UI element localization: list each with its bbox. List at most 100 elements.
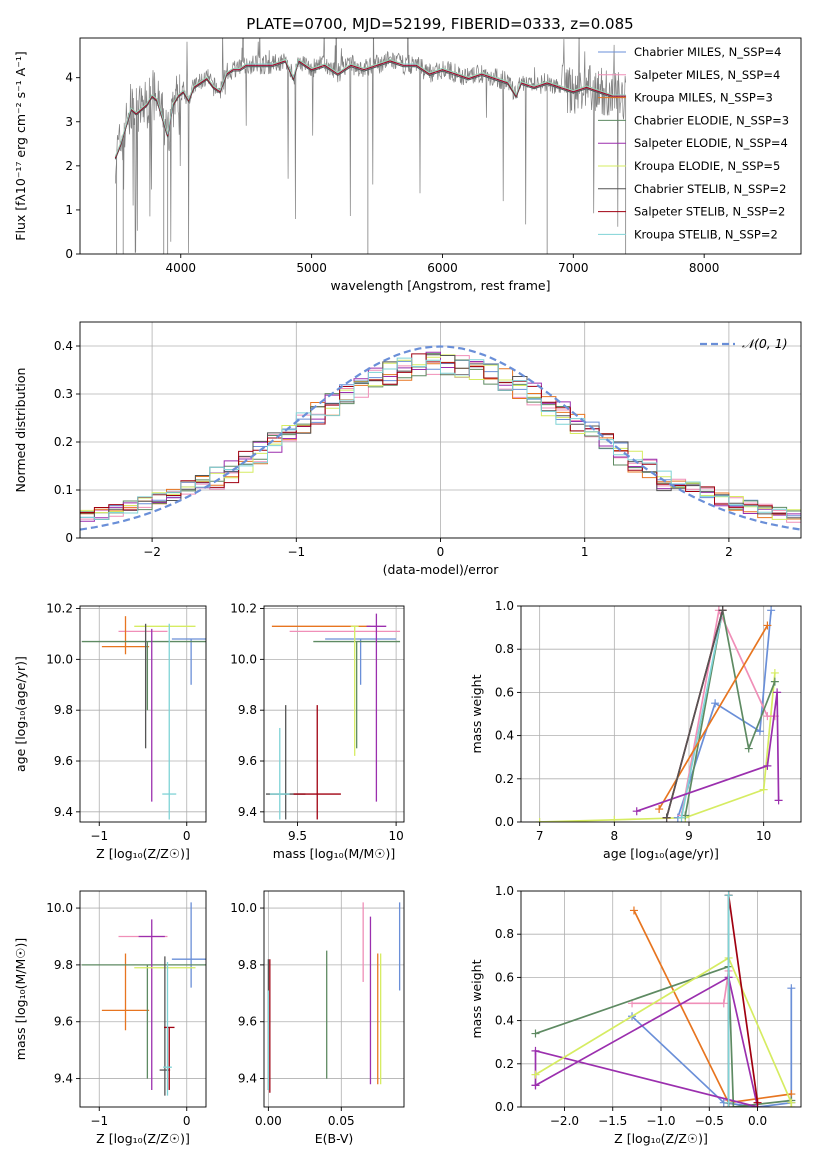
x-tick-label: −1 <box>90 1114 108 1128</box>
y-tick-label: 9.6 <box>54 754 73 768</box>
model-line <box>114 60 626 159</box>
plus-marker <box>763 761 772 770</box>
plus-marker <box>763 712 772 721</box>
y-tick-label: 9.8 <box>238 958 257 972</box>
y-tick-label: 9.6 <box>54 1015 73 1029</box>
plot-area <box>80 322 801 538</box>
error-bar-point <box>81 640 206 711</box>
y-tick-label: 0.3 <box>54 387 73 401</box>
x-tick-label: −0.5 <box>695 1114 724 1128</box>
error-bar-point <box>366 613 387 802</box>
x-axis-label: wavelength [Angstrom, rest frame] <box>330 278 550 293</box>
plus-marker <box>531 1029 540 1038</box>
y-tick-label: 0.0 <box>495 815 514 829</box>
x-tick-label: 1 <box>581 545 589 559</box>
plus-marker <box>535 818 544 822</box>
weight-line <box>632 970 730 1101</box>
plot-area <box>264 891 404 1107</box>
y-tick-label: 1 <box>65 203 73 217</box>
y-tick-label: 3 <box>65 115 73 129</box>
legend-label: Chabrier STELIB, N_SSP=2 <box>634 182 786 196</box>
plot-area <box>264 606 404 822</box>
plot-area <box>80 606 206 822</box>
panel-age_vs_Z: −1 0 9.4 9.6 9.8 10.0 10.2 Z [log₁₀(Z/Z☉)] age [… <box>13 602 207 861</box>
y-tick-label: 0.8 <box>495 927 514 941</box>
x-tick-label: 0 <box>183 829 191 843</box>
x-tick-label: −1 <box>90 829 108 843</box>
plus-marker <box>629 906 638 915</box>
x-tick-label: 2 <box>725 545 733 559</box>
plus-marker <box>724 1098 733 1107</box>
weight-line <box>727 895 759 1103</box>
panel-age_vs_mass: 9.5 10 9.4 9.6 9.8 10.0 10.2 mass [log₁₀(M/M☉)] <box>230 602 405 861</box>
observed-spectrum <box>114 38 627 254</box>
plus-marker <box>763 621 772 630</box>
y-tick-label: 0.4 <box>495 1014 514 1028</box>
y-tick-label: 0.1 <box>54 483 73 497</box>
plus-marker <box>759 785 768 794</box>
y-tick-label: 10.0 <box>46 901 73 915</box>
x-tick-label: 8 <box>611 829 619 843</box>
weight-line <box>636 692 780 813</box>
model-line <box>114 61 626 160</box>
histogram-series <box>80 357 801 538</box>
x-tick-label: 4000 <box>165 261 196 275</box>
error-bar-point <box>138 919 165 1090</box>
weight-line <box>534 976 759 1107</box>
x-tick-label: 10 <box>756 829 771 843</box>
model-line <box>114 61 626 160</box>
y-tick-label: 9.8 <box>54 703 73 717</box>
x-tick-label: 7 <box>536 829 544 843</box>
error-bar-point <box>101 616 150 655</box>
x-axis-label: Z [log₁₀(Z/Z☉)] <box>96 1131 190 1146</box>
error-bar-point <box>163 962 172 1096</box>
plus-marker <box>719 999 728 1008</box>
error-bar-point <box>162 623 177 820</box>
plus-marker <box>610 815 619 822</box>
y-tick-label: 1.0 <box>495 884 514 898</box>
plus-marker <box>718 606 727 615</box>
y-tick-label: 0.2 <box>495 1057 514 1071</box>
plus-marker <box>724 891 733 900</box>
legend: Chabrier MILES, N_SSP=4 Salpeter MILES, N… <box>598 45 789 241</box>
y-tick-label: 4 <box>65 71 73 85</box>
axes-frame <box>263 890 405 1108</box>
y-tick-label: 0.4 <box>495 729 514 743</box>
x-axis-label: Z [log₁₀(Z/Z☉)] <box>614 1131 708 1146</box>
panel-residuals: −2 −1 0 1 2 0 0.1 0.2 0.3 0.4 (data-model)/error No… <box>13 321 802 577</box>
plus-marker <box>770 677 779 686</box>
plus-marker <box>531 1081 540 1090</box>
error-bar-point <box>265 705 306 820</box>
y-tick-label: 0 <box>65 531 73 545</box>
plot-area <box>114 38 627 254</box>
panel-spectrum: 4000 5000 6000 7000 8000 0 1 2 3 4 wavelength [Ang… <box>13 37 802 293</box>
y-axis-label: Normed distribution <box>13 368 28 493</box>
x-axis-label: (data-model)/error <box>383 562 500 577</box>
weight-line <box>658 624 769 810</box>
panel-weight_vs_Z: −2.0 −1.5 −1.0 −0.5 0.0 0.0 0.2 0.4 0.6 0.8 1.0 Z [… <box>469 884 802 1146</box>
plus-marker <box>787 1103 796 1107</box>
model-line <box>114 58 626 157</box>
figure-title: PLATE=0700, MJD=52199, FIBERID=0333, z=0… <box>246 15 633 33</box>
y-tick-label: 9.6 <box>238 754 257 768</box>
x-tick-label: −2.0 <box>550 1114 579 1128</box>
plus-marker <box>677 813 686 822</box>
axes-frame <box>79 890 207 1108</box>
y-tick-label: 0.6 <box>495 685 514 699</box>
y-axis-label: mass weight <box>469 674 484 753</box>
legend-label: 𝒩(0, 1) <box>742 336 788 351</box>
legend-label: Chabrier ELODIE, N_SSP=3 <box>634 113 789 127</box>
legend-label: Salpeter STELIB, N_SSP=2 <box>634 205 785 219</box>
plus-marker <box>662 813 671 822</box>
plus-marker <box>531 1070 540 1079</box>
axes-frame <box>520 605 802 823</box>
weight-line <box>680 610 724 818</box>
plus-marker <box>744 744 753 753</box>
plus-marker <box>787 984 796 993</box>
x-tick-label: 0.05 <box>328 1114 355 1128</box>
weight-line <box>633 910 792 1104</box>
y-axis-label: age [log₁₀(age/yr)] <box>13 656 28 772</box>
y-tick-label: 9.4 <box>238 1072 257 1086</box>
model-line <box>114 60 626 159</box>
legend-label: Kroupa ELODIE, N_SSP=5 <box>634 159 780 173</box>
